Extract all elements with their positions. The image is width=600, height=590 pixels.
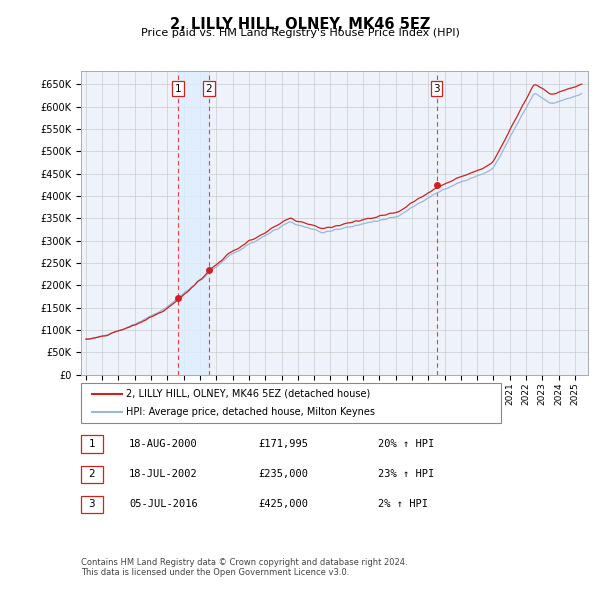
Text: 3: 3 — [433, 84, 440, 94]
Text: 2, LILLY HILL, OLNEY, MK46 5EZ: 2, LILLY HILL, OLNEY, MK46 5EZ — [170, 17, 430, 31]
Text: 20% ↑ HPI: 20% ↑ HPI — [378, 440, 434, 449]
Text: HPI: Average price, detached house, Milton Keynes: HPI: Average price, detached house, Milt… — [126, 407, 375, 417]
Text: £425,000: £425,000 — [258, 500, 308, 509]
Text: Price paid vs. HM Land Registry's House Price Index (HPI): Price paid vs. HM Land Registry's House … — [140, 28, 460, 38]
Text: 18-AUG-2000: 18-AUG-2000 — [129, 440, 198, 449]
Text: £235,000: £235,000 — [258, 470, 308, 479]
Text: 3: 3 — [88, 500, 95, 509]
Text: 05-JUL-2016: 05-JUL-2016 — [129, 500, 198, 509]
Text: Contains HM Land Registry data © Crown copyright and database right 2024.
This d: Contains HM Land Registry data © Crown c… — [81, 558, 407, 577]
Text: 23% ↑ HPI: 23% ↑ HPI — [378, 470, 434, 479]
Text: 2% ↑ HPI: 2% ↑ HPI — [378, 500, 428, 509]
Text: 18-JUL-2002: 18-JUL-2002 — [129, 470, 198, 479]
Text: 1: 1 — [175, 84, 181, 94]
Text: 2: 2 — [88, 470, 95, 479]
Text: 2, LILLY HILL, OLNEY, MK46 5EZ (detached house): 2, LILLY HILL, OLNEY, MK46 5EZ (detached… — [126, 389, 370, 399]
Text: 1: 1 — [88, 440, 95, 449]
Text: 2: 2 — [205, 84, 212, 94]
Bar — [178, 71, 209, 375]
Text: £171,995: £171,995 — [258, 440, 308, 449]
